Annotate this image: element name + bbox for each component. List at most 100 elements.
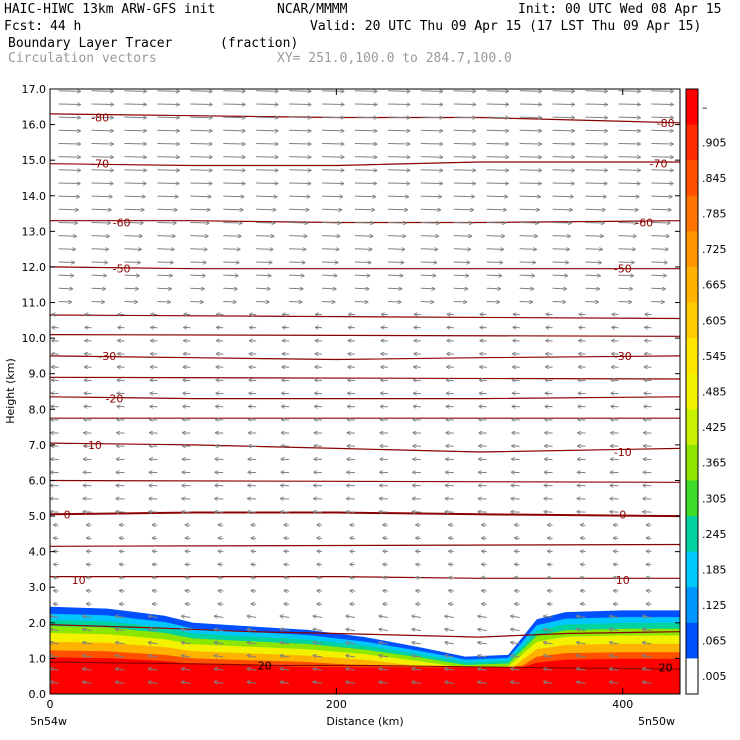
- vector-arrow: [115, 655, 125, 657]
- vector-arrow: [218, 551, 224, 552]
- vector-arrow: [86, 591, 92, 592]
- x-start-location: 5n54w: [30, 715, 67, 728]
- vector-arrow: [651, 196, 672, 197]
- vector-arrow: [416, 538, 421, 539]
- vector-arrow: [115, 682, 125, 684]
- vector-arrow: [585, 104, 608, 105]
- y-tick-label: 4.0: [29, 546, 47, 559]
- vector-arrow: [552, 143, 575, 144]
- vector-arrow: [223, 183, 245, 184]
- colorbar-swatch: [686, 266, 698, 304]
- x-tick-label: 200: [326, 698, 347, 711]
- vector-arrow: [124, 262, 140, 263]
- vector-arrow: [284, 564, 290, 565]
- vector-arrow: [478, 655, 487, 657]
- vector-arrow: [190, 196, 211, 197]
- vector-arrow: [256, 157, 278, 158]
- vector-arrow: [223, 262, 239, 263]
- vector-arrow: [420, 183, 443, 184]
- vector-arrow: [317, 604, 323, 605]
- vector-arrow: [124, 170, 146, 171]
- vector-arrow: [124, 196, 145, 197]
- vector-arrow: [313, 682, 323, 684]
- vector-arrow: [519, 275, 535, 276]
- vector-arrow: [514, 538, 520, 539]
- vector-arrow: [552, 196, 574, 197]
- vector-arrow: [152, 564, 158, 565]
- vector-arrow: [256, 104, 278, 105]
- temperature-contour: [50, 442, 680, 453]
- vector-arrow: [420, 157, 443, 158]
- y-tick-label: 1.0: [29, 652, 47, 665]
- vector-arrow: [552, 91, 575, 92]
- vector-arrow: [157, 157, 179, 158]
- vector-arrow: [576, 669, 586, 671]
- vector-arrow: [651, 209, 671, 210]
- vector-arrow: [157, 275, 172, 276]
- contour-label: 20: [258, 660, 272, 673]
- vector-arrow: [256, 275, 271, 276]
- field-name: Boundary Layer Tracer: [8, 36, 173, 51]
- vector-arrow: [284, 538, 290, 539]
- vector-arrow: [289, 183, 311, 184]
- contour-label: -60: [635, 216, 653, 229]
- temperature-contour: [50, 266, 680, 270]
- y-tick-label: 8.0: [29, 403, 47, 416]
- tracer-field: [50, 606, 680, 694]
- vector-arrow: [543, 682, 553, 684]
- vector-arrow: [519, 157, 542, 158]
- vector-arrow: [124, 157, 146, 158]
- vector-arrow: [651, 275, 666, 276]
- vector-arrow: [350, 538, 356, 539]
- vector-arrow: [181, 655, 191, 657]
- vector-arrow: [445, 655, 454, 657]
- vector-arrow: [284, 577, 290, 578]
- vector-arrow: [618, 104, 640, 105]
- vector-arrow: [354, 130, 377, 131]
- vector-arrow: [289, 130, 311, 131]
- vector-arrow: [585, 130, 608, 131]
- vector-arrow: [190, 143, 212, 144]
- vector-arrow: [214, 669, 224, 671]
- model-title: HAIC-HIWC 13km ARW-GFS init: [4, 2, 216, 17]
- vector-arrow: [547, 538, 553, 539]
- vector-arrow: [445, 682, 454, 684]
- vector-arrow: [53, 591, 59, 592]
- vector-arrow: [284, 604, 290, 605]
- vector-arrow: [190, 183, 212, 184]
- vector-arrow: [585, 222, 605, 223]
- vector-arrow: [322, 196, 343, 197]
- vector-arrow: [651, 183, 673, 184]
- vector-arrow: [585, 143, 608, 144]
- vector-arrow: [346, 655, 356, 657]
- vector-arrow: [91, 209, 112, 210]
- vector-arrow: [519, 288, 534, 289]
- contour-label: -70: [91, 158, 109, 171]
- vector-arrow: [482, 551, 487, 552]
- y-tick-label: 0.0: [29, 688, 47, 701]
- vector-arrow: [618, 275, 633, 276]
- colorbar-swatch: [686, 587, 698, 624]
- vector-arrow: [289, 91, 311, 92]
- vector-arrow: [86, 564, 92, 565]
- vector-arrow: [486, 104, 509, 105]
- vector-arrow: [53, 525, 59, 526]
- vector-arrow: [251, 577, 257, 578]
- vector-arrow: [119, 538, 125, 539]
- vector-arrow: [124, 183, 146, 184]
- vector-arrow: [420, 236, 439, 237]
- contour-label: -30: [98, 350, 116, 363]
- vector-arrow: [519, 209, 540, 210]
- vector-arrow: [322, 236, 340, 237]
- vector-arrow: [322, 157, 344, 158]
- vector-arrow: [449, 577, 454, 578]
- vector-arrow: [482, 604, 487, 605]
- vector-arrow: [519, 117, 542, 118]
- colorbar-swatch: [686, 444, 698, 481]
- vector-arrow: [91, 157, 114, 158]
- vector-arrow: [453, 249, 471, 250]
- colorbar-label: .905: [702, 136, 727, 149]
- vector-arrow: [651, 143, 673, 144]
- vector-arrow: [157, 236, 175, 237]
- vector-arrow: [58, 222, 78, 223]
